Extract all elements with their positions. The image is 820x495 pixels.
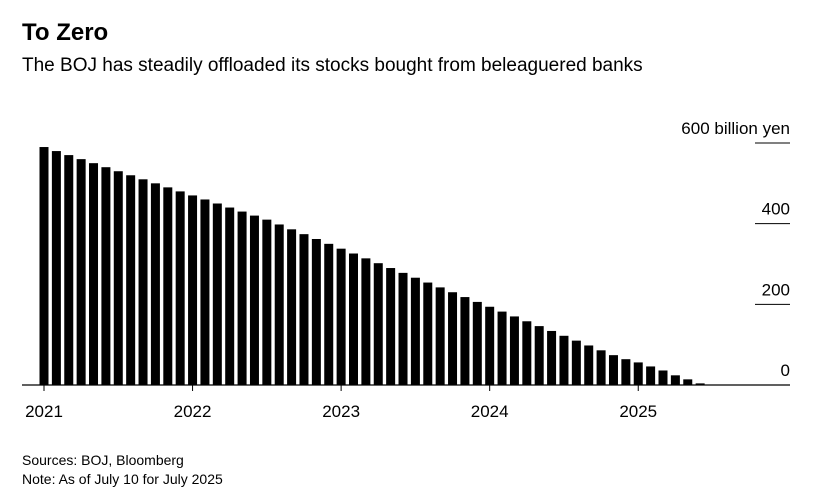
chart-subtitle: The BOJ has steadily offloaded its stock…: [22, 55, 643, 76]
bar: [448, 292, 458, 385]
bar: [311, 238, 321, 385]
bar: [621, 359, 631, 385]
bar: [175, 191, 185, 385]
source: Sources: BOJ, Bloomberg: [22, 452, 184, 468]
chart-title: To Zero: [22, 19, 108, 46]
bar: [571, 340, 581, 385]
bar: [373, 263, 383, 385]
bar: [460, 297, 470, 385]
bar: [608, 355, 618, 385]
bar: [584, 345, 594, 385]
bar: [336, 248, 346, 385]
bar: [287, 229, 297, 385]
bar: [522, 321, 532, 385]
bar: [89, 163, 99, 385]
x-tick-label: 2022: [174, 402, 212, 421]
bar: [423, 282, 433, 385]
note: Note: As of July 10 for July 2025: [22, 471, 223, 487]
bar: [299, 234, 309, 385]
bar: [39, 147, 49, 385]
bar: [274, 224, 284, 385]
bar: [361, 258, 371, 385]
bar: [386, 268, 396, 385]
bar: [534, 326, 544, 385]
bar: [64, 155, 74, 385]
bar: [509, 316, 519, 385]
bar: [237, 211, 247, 385]
bar: [596, 350, 606, 385]
bar: [188, 195, 198, 385]
bar: [695, 383, 705, 385]
bar: [150, 183, 160, 385]
x-tick-label: 2025: [619, 402, 657, 421]
bar: [113, 171, 123, 385]
bar: [101, 167, 111, 385]
bar: [670, 375, 680, 385]
bar: [324, 243, 334, 385]
bar: [163, 187, 173, 385]
bar: [472, 301, 482, 385]
bar: [658, 370, 668, 385]
bar: [212, 203, 222, 385]
bar: [435, 287, 445, 385]
bar: [398, 272, 408, 385]
bar: [497, 311, 507, 385]
bar: [126, 175, 136, 385]
bar: [249, 215, 259, 385]
bar: [349, 253, 358, 385]
bar: [410, 277, 420, 385]
bar: [76, 159, 86, 385]
y-tick-label: 0: [781, 361, 790, 380]
bar: [138, 179, 148, 385]
x-tick-label: 2023: [322, 402, 360, 421]
bar: [51, 151, 61, 385]
bar: [559, 335, 569, 385]
bar: [485, 306, 495, 385]
bar: [683, 379, 693, 385]
bar: [646, 366, 656, 385]
bar: [225, 207, 235, 385]
bar: [633, 362, 643, 385]
bar: [262, 219, 272, 385]
y-tick-label: 400: [762, 200, 790, 219]
bar: [547, 330, 557, 385]
bar: [200, 199, 210, 385]
y-tick-label: 600 billion yen: [681, 119, 790, 138]
y-tick-label: 200: [762, 280, 790, 299]
x-tick-label: 2024: [471, 402, 509, 421]
x-tick-label: 2021: [25, 402, 63, 421]
